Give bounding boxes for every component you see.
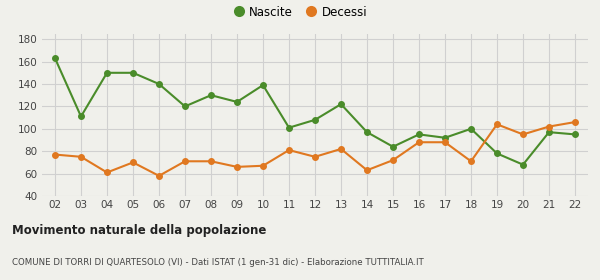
Decessi bbox=[571, 120, 578, 124]
Nascite bbox=[520, 163, 527, 166]
Decessi bbox=[364, 169, 371, 172]
Nascite bbox=[103, 71, 110, 74]
Nascite bbox=[467, 127, 475, 130]
Decessi bbox=[103, 171, 110, 174]
Nascite bbox=[337, 102, 344, 106]
Decessi bbox=[52, 153, 59, 156]
Decessi bbox=[77, 155, 85, 158]
Nascite bbox=[364, 130, 371, 134]
Nascite bbox=[52, 57, 59, 60]
Decessi bbox=[442, 141, 449, 144]
Nascite bbox=[415, 133, 422, 136]
Nascite bbox=[571, 133, 578, 136]
Line: Nascite: Nascite bbox=[52, 55, 578, 167]
Decessi bbox=[155, 174, 163, 178]
Nascite bbox=[233, 100, 241, 104]
Line: Decessi: Decessi bbox=[52, 119, 578, 179]
Nascite bbox=[545, 130, 553, 134]
Text: COMUNE DI TORRI DI QUARTESOLO (VI) - Dati ISTAT (1 gen-31 dic) - Elaborazione TU: COMUNE DI TORRI DI QUARTESOLO (VI) - Dat… bbox=[12, 258, 424, 267]
Nascite bbox=[311, 118, 319, 122]
Nascite bbox=[442, 136, 449, 139]
Decessi bbox=[389, 158, 397, 162]
Decessi bbox=[233, 165, 241, 169]
Decessi bbox=[311, 155, 319, 158]
Text: Movimento naturale della popolazione: Movimento naturale della popolazione bbox=[12, 224, 266, 237]
Decessi bbox=[415, 141, 422, 144]
Nascite bbox=[155, 82, 163, 86]
Nascite bbox=[181, 105, 188, 108]
Nascite bbox=[286, 126, 293, 129]
Legend: Nascite, Decessi: Nascite, Decessi bbox=[233, 6, 367, 19]
Nascite bbox=[493, 152, 500, 155]
Decessi bbox=[259, 164, 266, 167]
Decessi bbox=[337, 147, 344, 151]
Decessi bbox=[493, 123, 500, 126]
Nascite bbox=[130, 71, 137, 74]
Nascite bbox=[77, 115, 85, 118]
Nascite bbox=[389, 145, 397, 148]
Decessi bbox=[181, 160, 188, 163]
Decessi bbox=[286, 148, 293, 152]
Nascite bbox=[259, 83, 266, 87]
Decessi bbox=[130, 161, 137, 164]
Nascite bbox=[208, 94, 215, 97]
Decessi bbox=[545, 125, 553, 128]
Decessi bbox=[208, 160, 215, 163]
Decessi bbox=[520, 133, 527, 136]
Decessi bbox=[467, 160, 475, 163]
